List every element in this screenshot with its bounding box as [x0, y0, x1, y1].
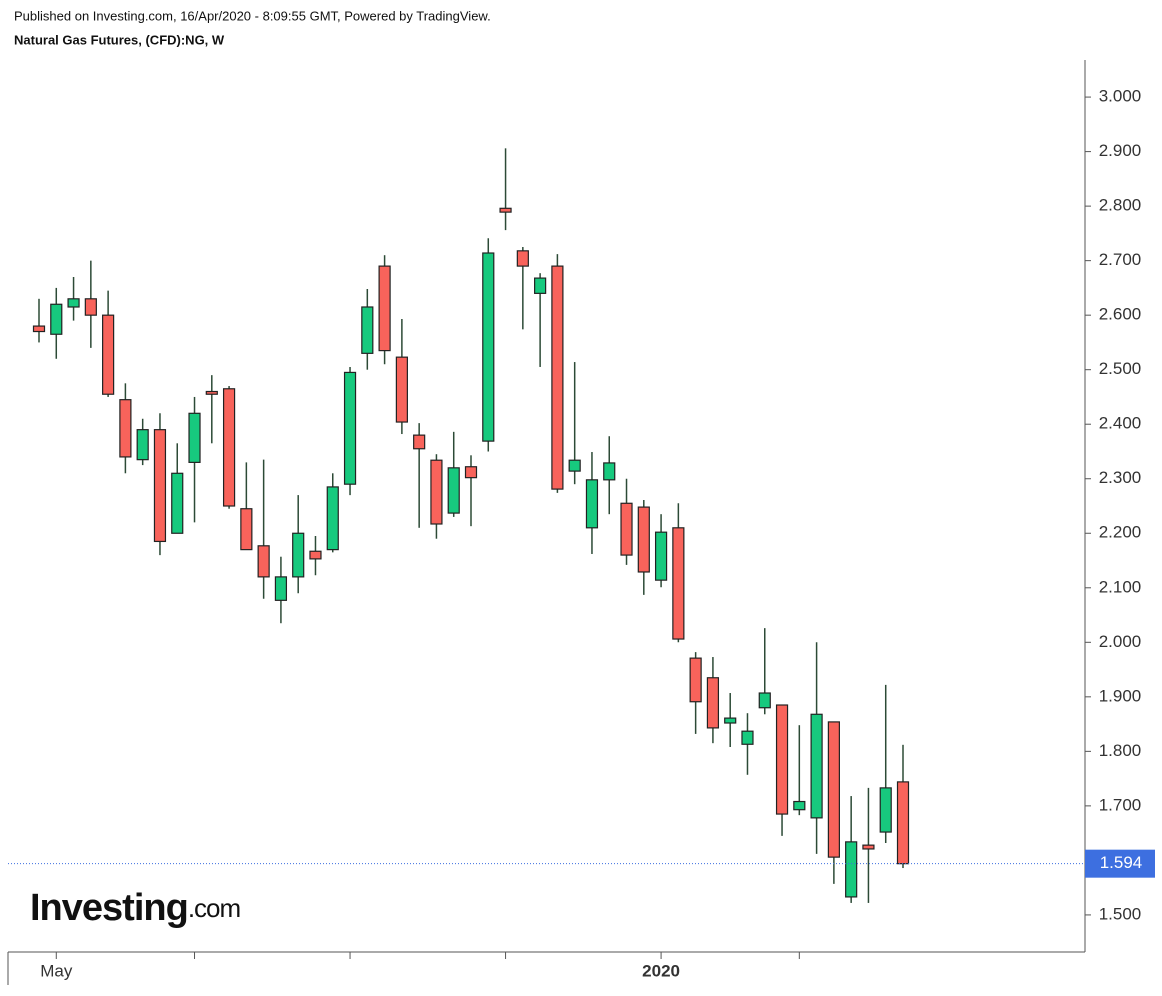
y-tick-label: 2.600: [1099, 305, 1142, 324]
candle-body: [67, 298, 80, 308]
candle-body: [620, 502, 633, 556]
x-tick-label: May: [40, 961, 73, 980]
candle-body: [326, 486, 339, 551]
candle-body: [153, 429, 167, 543]
y-tick-label: 1.700: [1099, 795, 1142, 814]
candle-body: [775, 704, 789, 815]
candle-body: [205, 390, 218, 395]
candle-body: [534, 277, 547, 294]
candle-body: [413, 434, 426, 450]
candle-body: [741, 730, 754, 745]
candle-body: [240, 508, 253, 551]
candle-body: [430, 459, 443, 525]
candle-body: [292, 532, 305, 578]
y-tick-label: 2.000: [1099, 632, 1142, 651]
candle-body: [896, 781, 910, 865]
candle-body: [603, 462, 616, 481]
candle-body: [689, 657, 702, 703]
candle-body: [585, 479, 599, 529]
candle-body: [447, 467, 460, 514]
last-price-box: [1085, 849, 1155, 878]
candle-body: [84, 298, 97, 316]
last-price-label: 1.594: [1100, 853, 1143, 872]
candle-body: [706, 677, 720, 729]
y-tick-label: 1.900: [1099, 686, 1142, 705]
candle-body: [793, 800, 806, 811]
candle-body: [758, 692, 771, 709]
y-tick-label: 1.500: [1099, 904, 1142, 923]
candle-body: [32, 325, 46, 333]
candle-body: [309, 550, 322, 560]
candle-body: [551, 265, 564, 490]
candle-body: [482, 252, 495, 442]
y-tick-label: 1.800: [1099, 741, 1142, 760]
y-tick-label: 2.100: [1099, 577, 1142, 596]
candle-body: [343, 371, 357, 485]
candle-body: [136, 429, 149, 461]
candle-body: [222, 388, 236, 507]
candle-body: [119, 399, 132, 458]
candle-body: [464, 466, 478, 479]
candle-body: [637, 506, 650, 573]
logo: Investing.com: [30, 887, 240, 929]
candle-body: [568, 459, 581, 472]
candle-body: [171, 472, 184, 534]
candle-body: [274, 576, 288, 601]
candle-body: [395, 356, 408, 423]
y-tick-label: 2.400: [1099, 414, 1142, 433]
candle-body: [862, 844, 875, 850]
y-tick-label: 2.500: [1099, 359, 1142, 378]
candle-body: [810, 713, 823, 819]
y-tick-label: 3.000: [1099, 87, 1142, 106]
candle-body: [672, 527, 685, 640]
candle-body: [361, 306, 374, 354]
candle-body: [724, 717, 737, 724]
candle-body: [516, 250, 529, 267]
instrument-title: Natural Gas Futures, (CFD):NG, W: [14, 32, 225, 47]
y-tick-label: 2.300: [1099, 468, 1142, 487]
x-tick-label: 2020: [642, 961, 680, 980]
candle-body: [188, 412, 201, 463]
candle-body: [257, 545, 270, 578]
y-tick-label: 2.700: [1099, 250, 1142, 269]
candle-body: [50, 303, 63, 335]
published-note: Published on Investing.com, 16/Apr/2020 …: [14, 8, 491, 23]
logo-brand: Investing: [30, 887, 188, 929]
candle-body: [879, 787, 892, 833]
candle-body: [654, 531, 668, 581]
y-tick-label: 2.800: [1099, 196, 1142, 215]
y-tick-label: 2.900: [1099, 141, 1142, 160]
candle-body: [378, 265, 391, 352]
candle-body: [827, 721, 840, 858]
candle-body: [102, 314, 115, 395]
candle-body: [499, 207, 512, 213]
logo-suffix: .com: [188, 893, 240, 923]
y-tick-label: 2.200: [1099, 523, 1142, 542]
candle-body: [845, 841, 858, 898]
